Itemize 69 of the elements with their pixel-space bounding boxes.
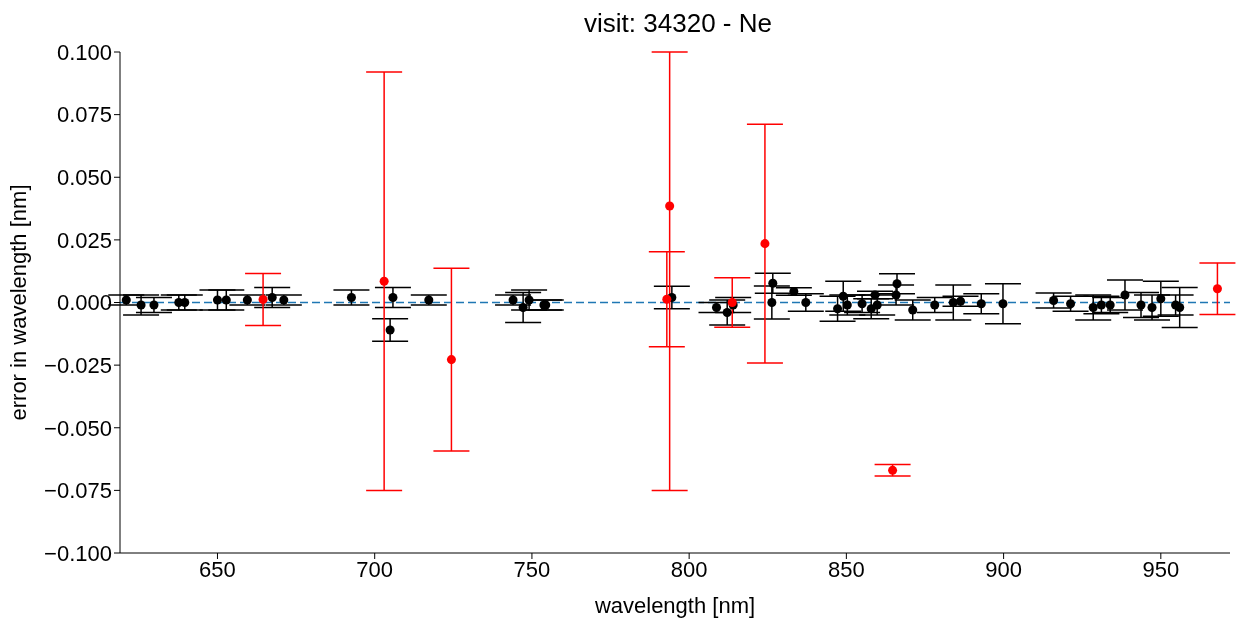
point	[524, 295, 534, 305]
point	[801, 297, 811, 308]
point	[662, 294, 672, 304]
x-tick-label: 700	[356, 556, 394, 582]
y-tick-label: 0.075	[56, 102, 112, 128]
point	[424, 295, 434, 305]
point	[149, 300, 159, 310]
point	[908, 305, 918, 315]
y-tick-label: 0.000	[56, 290, 112, 316]
chart-title: visit: 34320 - Ne	[583, 8, 773, 38]
x-tick-label: 650	[199, 556, 236, 582]
y-tick-label: −0.050	[44, 415, 112, 441]
point	[870, 290, 880, 300]
point	[508, 295, 518, 305]
y-tick-label: 0.025	[56, 227, 112, 253]
point	[956, 296, 966, 306]
x-axis-title: wavelength [nm]	[593, 593, 756, 618]
x-tick-label: 900	[985, 556, 1022, 582]
y-tick-label: −0.075	[44, 478, 112, 504]
point	[930, 300, 940, 310]
y-tick-label: −0.025	[44, 352, 112, 378]
point	[242, 295, 252, 305]
point	[892, 279, 902, 289]
point	[767, 297, 777, 308]
point	[665, 201, 675, 211]
point	[180, 297, 190, 308]
x-tick-label: 750	[513, 556, 551, 582]
point	[1120, 290, 1130, 300]
point	[891, 290, 901, 300]
point	[1088, 303, 1098, 313]
point	[212, 295, 222, 305]
point	[1147, 303, 1157, 313]
point	[258, 294, 268, 304]
point	[1175, 303, 1185, 313]
point	[1049, 295, 1059, 305]
point	[857, 299, 867, 309]
point	[279, 295, 289, 305]
point	[518, 303, 528, 313]
point	[136, 300, 146, 310]
point	[388, 292, 398, 302]
y-tick-label: −0.100	[44, 540, 112, 566]
x-tick-label: 800	[670, 556, 708, 582]
point	[722, 308, 732, 318]
point	[976, 299, 986, 309]
point	[1096, 300, 1106, 310]
y-axis-title: error in wavelength [nm]	[5, 184, 31, 421]
point	[833, 304, 843, 314]
y-tick-label: 0.100	[56, 39, 112, 65]
point	[267, 292, 277, 302]
point	[768, 278, 778, 288]
point	[872, 300, 882, 310]
point	[842, 300, 852, 310]
point	[221, 295, 231, 305]
point	[446, 355, 456, 365]
point	[1156, 294, 1166, 304]
point	[346, 292, 356, 302]
x-tick-label: 950	[1142, 556, 1180, 582]
point	[838, 291, 848, 301]
point	[379, 276, 389, 286]
x-tick-label: 850	[828, 556, 865, 582]
point	[888, 465, 898, 475]
point	[760, 239, 770, 249]
point	[1105, 300, 1115, 310]
point	[385, 325, 395, 335]
point	[1066, 299, 1076, 309]
point	[1212, 284, 1222, 294]
point	[998, 299, 1008, 309]
y-tick-label: 0.050	[56, 165, 112, 191]
point	[1136, 300, 1146, 310]
